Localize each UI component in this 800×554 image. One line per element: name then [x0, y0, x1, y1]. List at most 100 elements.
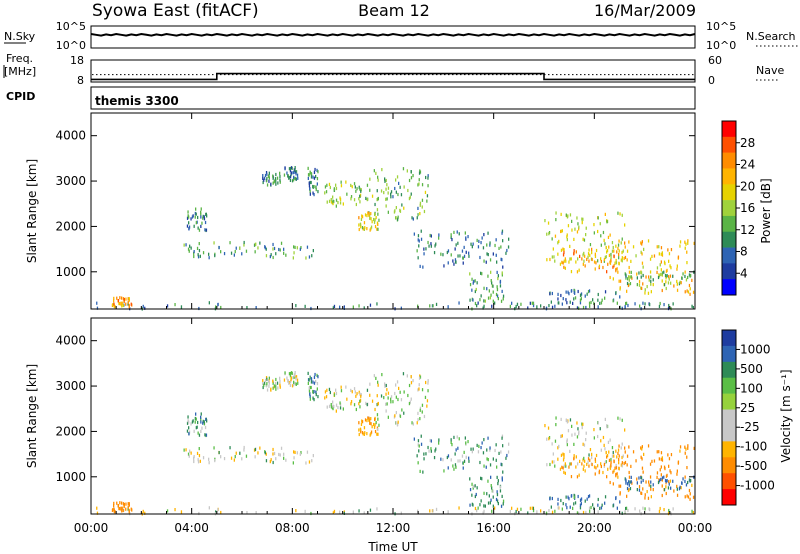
power-echo-cell: [624, 241, 626, 245]
power-echo-cell: [656, 266, 659, 270]
power-echo-cell: [496, 260, 498, 264]
power-echo-cell: [418, 178, 420, 182]
power-echo-cell: [472, 298, 474, 302]
velocity-echo-cell: [645, 480, 647, 484]
power-echo-cell: [329, 185, 331, 190]
velocity-echo-cell: [452, 464, 454, 468]
velocity-echo-cell: [453, 435, 455, 439]
power-echo-cell: [597, 298, 599, 302]
velocity-echo-cell: [650, 487, 652, 491]
velocity-echo-cell: [587, 495, 590, 499]
power-echo-cells: [96, 166, 695, 311]
velocity-echo-cell: [381, 373, 383, 377]
velocity-echo-cell: [489, 446, 491, 450]
velocity-echo-cell: [361, 419, 363, 423]
power-echo-cell: [117, 299, 120, 303]
power-echo-cell: [609, 261, 612, 265]
velocity-echo-cell: [520, 507, 522, 511]
velocity-echo-cell: [116, 501, 118, 505]
velocity-echo-cell: [340, 389, 343, 393]
velocity-echo-cell: [641, 447, 643, 451]
power-echo-cell: [563, 259, 565, 263]
velocity-echo-cell: [551, 460, 553, 464]
velocity-echo-cell: [502, 499, 505, 503]
velocity-echo-cell: [324, 396, 326, 400]
velocity-echo-cell: [425, 380, 427, 385]
velocity-echo-cell: [582, 510, 585, 515]
velocity-echo-cell: [200, 429, 202, 433]
velocity-echo-cell: [652, 483, 654, 487]
velocity-echo-cell: [361, 420, 364, 424]
power-echo-cell: [489, 241, 491, 245]
velocity-echo-cell: [486, 448, 488, 452]
power-echo-cell: [621, 213, 623, 217]
velocity-echo-cell: [688, 478, 691, 482]
power-echo-cell: [594, 254, 597, 258]
power-echo-cell: [254, 250, 256, 254]
power-echo-cell: [575, 260, 577, 264]
power-echo-cell: [491, 281, 493, 285]
velocity-echo-cell: [617, 448, 620, 452]
power-echo-cell: [490, 270, 492, 274]
power-echo-cell: [583, 259, 585, 263]
velocity-echo-cell: [594, 472, 596, 476]
power-echo-cell: [603, 238, 605, 242]
velocity-echo-cell: [427, 381, 429, 385]
power-echo-cell: [501, 231, 503, 235]
power-echo-cell: [292, 256, 294, 260]
velocity-echo-cell: [506, 453, 508, 458]
velocity-echo-cell: [203, 422, 206, 426]
power-echo-cell: [339, 305, 341, 309]
power-echo-cell: [241, 252, 243, 256]
power-echo-cell: [453, 230, 455, 234]
power-echo-cell: [294, 177, 296, 181]
velocity-echo-cell: [635, 459, 637, 463]
power-echo-cell: [586, 257, 588, 261]
x-tick-label: 00:00: [678, 521, 713, 535]
velocity-echo-cell: [285, 458, 287, 462]
power-echo-cell: [551, 291, 553, 296]
power-echo-cell: [576, 306, 579, 310]
velocity-echo-cell: [188, 430, 191, 434]
power-echo-cell: [307, 176, 309, 180]
power-echo-cell: [291, 166, 293, 170]
velocity-echo-cell: [395, 421, 397, 425]
power-echo-cell: [127, 297, 129, 301]
power-echo-cell: [128, 303, 130, 308]
power-echo-cell: [313, 176, 316, 180]
power-echo-cell: [557, 301, 559, 305]
power-echo-cell: [626, 281, 629, 286]
velocity-echo-cell: [385, 383, 387, 388]
velocity-echo-cell: [632, 450, 635, 454]
velocity-echo-cell: [423, 414, 426, 419]
power-echo-cell: [627, 277, 629, 281]
velocity-echo-cell: [313, 381, 316, 385]
velocity-echo-cell: [600, 506, 603, 510]
velocity-echo-cell: [557, 506, 559, 510]
velocity-echo-cell: [619, 500, 621, 504]
velocity-echo-cell: [333, 393, 336, 397]
velocity-echo-cell: [270, 458, 272, 462]
velocity-echo-cell: [464, 436, 466, 440]
power-echo-cell: [599, 222, 601, 226]
power-echo-cell: [262, 174, 264, 178]
velocity-echo-cell: [296, 378, 299, 382]
velocity-echo-cell: [197, 458, 199, 462]
power-echo-cell: [645, 275, 647, 279]
velocity-echo-cell: [619, 492, 621, 496]
velocity-echo-cell: [293, 375, 295, 379]
velocity-echo-cell: [275, 377, 277, 382]
power-echo-cell: [418, 182, 420, 186]
noise-right-tick-top: 10^5: [706, 20, 736, 33]
velocity-echo-cell: [600, 439, 602, 443]
velocity-echo-cell: [500, 462, 502, 466]
velocity-echo-cell: [581, 422, 583, 426]
velocity-echo-cell: [239, 451, 241, 455]
power-echo-cell: [166, 304, 169, 308]
colorbar-tick-label: -1000: [740, 479, 775, 493]
velocity-echo-cell: [279, 385, 281, 389]
power-echo-cell: [310, 180, 312, 185]
velocity-echo-cell: [565, 503, 567, 507]
velocity-echo-cell: [266, 388, 269, 392]
velocity-echo-cell: [433, 456, 436, 460]
